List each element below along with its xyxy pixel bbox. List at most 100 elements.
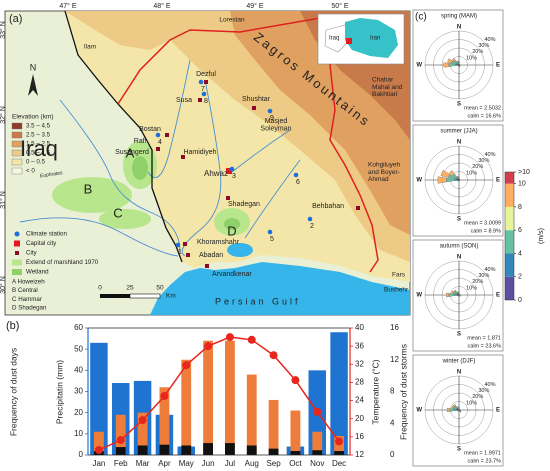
wetland (224, 218, 240, 230)
legend-label: < 0 (26, 168, 35, 175)
station-number: 6 (296, 179, 300, 186)
marsh-label: C (113, 205, 122, 220)
direction-label: W (416, 63, 422, 69)
direction-label: E (496, 63, 500, 69)
y-tick-label: 8 (390, 387, 395, 396)
river (244, 159, 301, 239)
legend-label: A Howeizeh (12, 279, 45, 286)
point (204, 342, 213, 351)
city-marker (356, 206, 360, 210)
rose-petal (449, 170, 455, 176)
y-tick-label: 4 (390, 418, 395, 427)
y-tick-label: 12 (390, 355, 399, 364)
panel-label: (c) (415, 12, 427, 23)
legend-label: 3.5 – 4.5 (26, 123, 51, 130)
bar (246, 374, 257, 455)
bar (334, 451, 344, 455)
inset-study-area (346, 38, 352, 44)
legend-title: Elevation (km) (12, 114, 54, 121)
rose-title: autumn (SON) (440, 244, 479, 250)
city-marker (204, 80, 208, 84)
ring-label: 40% (484, 152, 495, 158)
direction-label: E (496, 178, 500, 184)
direction-label: N (457, 140, 461, 146)
rose-petal (446, 292, 450, 298)
station-number: 5 (270, 236, 274, 243)
country-label: Iraq (20, 136, 58, 161)
province-label: Bushehr (384, 287, 409, 294)
rose-petal (437, 176, 447, 184)
rose-title: summer (JJA) (440, 129, 477, 135)
colorbar-label: 4 (518, 250, 522, 257)
rose-petal (457, 406, 459, 409)
y-tick-label: 60 (74, 323, 83, 332)
rose-petal (451, 290, 455, 294)
x-tick-label: Jul (225, 459, 235, 468)
bar (268, 448, 279, 455)
climate-station (267, 229, 273, 235)
river (147, 59, 191, 178)
ring-label: 40% (484, 37, 495, 43)
city-label: Rafi (134, 138, 147, 145)
legend-label: Climate station (26, 231, 67, 238)
bar (181, 359, 192, 455)
city-label: Ahwaz (204, 169, 228, 178)
scale-label: 50 (156, 285, 164, 292)
legend-label: City (26, 250, 38, 257)
point (247, 335, 256, 344)
map (4, 10, 411, 316)
ring-label: 20% (472, 279, 483, 285)
direction-label: E (496, 408, 500, 414)
annotation: calm = 23.7% (468, 458, 502, 464)
province-label: Chahar (372, 77, 394, 84)
legend-label: 0.5 – 1.5 (26, 150, 51, 157)
legend-label: D Shadegan (12, 304, 47, 311)
station-number: 4 (158, 139, 162, 146)
y-tick-label: 0 (390, 450, 395, 459)
colorbar-segment (505, 276, 514, 300)
y-tick-label: 30 (74, 387, 83, 396)
direction-label: S (457, 217, 461, 223)
legend-symbol (12, 269, 22, 275)
climate-station (155, 132, 161, 138)
city-marker (156, 147, 160, 151)
rose-petal (458, 177, 460, 179)
x-tick-label: Oct (289, 459, 302, 468)
capital-marker (226, 168, 232, 174)
x-tick-label: Jan (92, 459, 105, 468)
rose-title: winter (DJF) (442, 359, 476, 365)
lat-label: 32° N (0, 106, 7, 124)
y-tick-label: 40 (74, 365, 83, 374)
inset-label: Iran (370, 36, 380, 42)
annotation: mean = 3.0099 (464, 220, 501, 226)
province-label: Kohgiluyeh (368, 162, 401, 169)
city-label: Abadan (199, 252, 223, 259)
station-number: 3 (232, 173, 236, 180)
legend-swatch (11, 140, 23, 148)
lon-label: 50° E (331, 2, 349, 10)
y-tick-label: 16 (390, 323, 399, 332)
bar (290, 410, 301, 455)
y-tick-label: 0 (79, 450, 84, 459)
climate-station (229, 166, 235, 172)
border (64, 10, 183, 263)
legend-swatch (11, 122, 23, 130)
bar (225, 443, 235, 455)
lon-label: 47° E (59, 2, 77, 10)
direction-label: W (416, 293, 422, 299)
province-label: Lorestan (219, 17, 245, 24)
river (231, 129, 291, 173)
axis-label: Frequency of dust days (8, 348, 18, 436)
point (116, 436, 125, 445)
bar (137, 445, 148, 455)
y-tick-label: 12 (355, 450, 364, 459)
colorbar-label: 6 (518, 227, 522, 234)
rose-petal (456, 295, 458, 297)
axis-label: Temperature (°C) (370, 359, 380, 424)
legend-label: Wetland (26, 269, 49, 276)
bar (246, 445, 257, 455)
bar (330, 332, 348, 455)
lon-label: 48° E (153, 2, 171, 10)
